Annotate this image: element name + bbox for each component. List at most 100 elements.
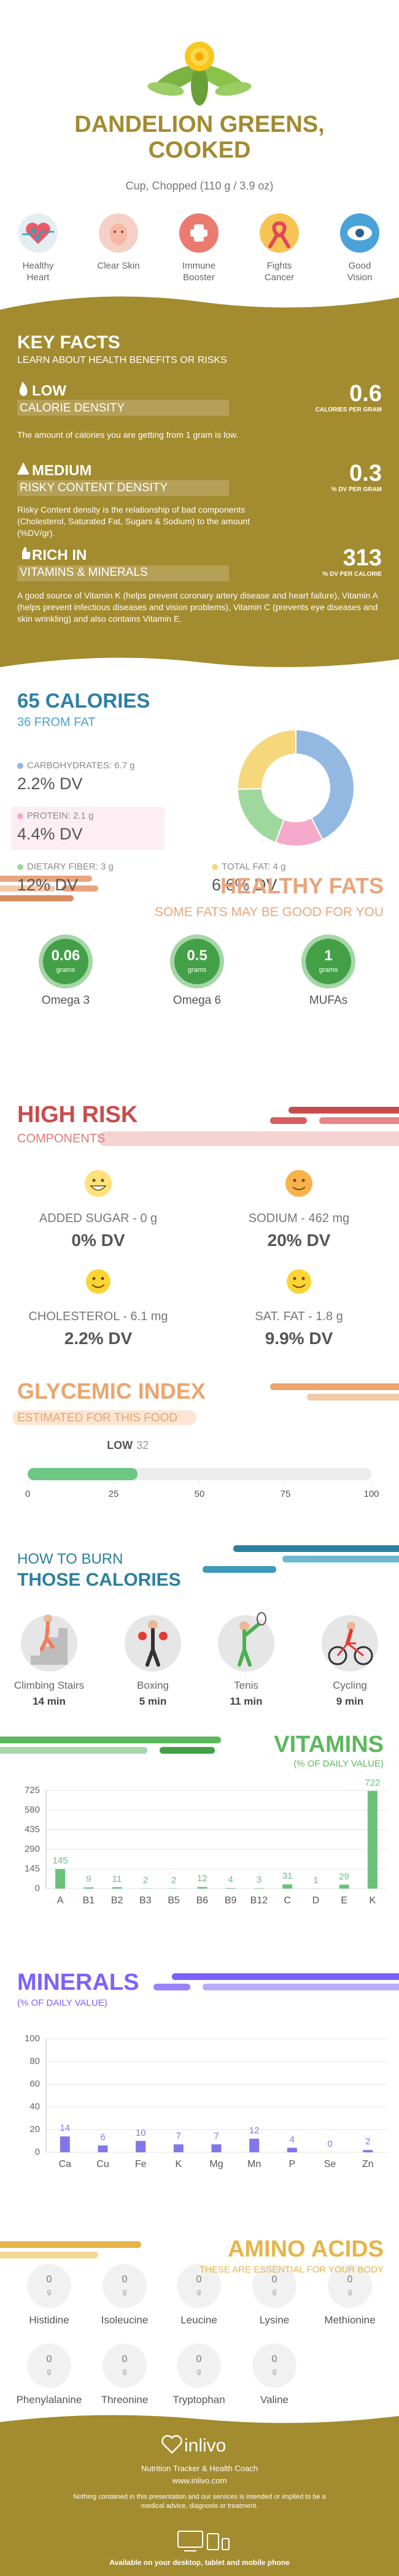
section-title: HIGH RISK [17, 1102, 138, 1128]
fact-value: 313 [343, 545, 382, 571]
risk-label: CHOLESTEROL - 6.1 mg [28, 1310, 168, 1323]
amino-name: Isoleucine [101, 2314, 149, 2326]
decor-stripes [12, 1383, 399, 1425]
y-tick-label: 725 [24, 1785, 40, 1795]
amino-name: Threonine [101, 2394, 149, 2406]
value-label: 2 [171, 1875, 177, 1886]
fat-unit: grams [56, 966, 76, 974]
glycemic-bar [28, 1468, 138, 1480]
value-label: 10 [135, 2127, 146, 2138]
x-tick-label: P [289, 2159, 296, 2169]
bar [112, 1887, 122, 1889]
serving-size: Cup, Chopped (110 g / 3.9 oz) [125, 180, 274, 192]
legend-dot [17, 864, 23, 870]
value-label: 6 [100, 2131, 106, 2142]
chart-subtitle: (% OF DAILY VALUE) [17, 1998, 107, 2008]
decor-stripes [0, 876, 98, 901]
dandelion-illustration [147, 42, 252, 105]
y-tick-label: 100 [24, 2033, 40, 2044]
amino-circle [177, 2344, 221, 2388]
amino-name: Valine [260, 2394, 289, 2406]
section-title: KEY FACTS [17, 332, 120, 353]
amino-name: Phenylalanine [16, 2394, 82, 2406]
key-fact-icons [17, 381, 31, 559]
bar [173, 2144, 184, 2152]
risk-dv: 20% DV [267, 1231, 331, 1250]
risk-dv: 9.9% DV [265, 1329, 333, 1348]
fact-text: A good source of Vitamin K (helps preven… [17, 590, 378, 624]
benefit-label: Fights Cancer [264, 261, 295, 283]
value-label: 31 [282, 1871, 293, 1882]
x-tick-label: 75 [280, 1489, 291, 1499]
device-icons [177, 2531, 230, 2551]
fact-value: 0.6 [349, 381, 382, 407]
section-subtitle: THESE ARE ESSENTIAL FOR YOUR BODY [199, 2265, 384, 2275]
x-tick-label: 100 [363, 1489, 379, 1499]
activity-name: Tenis [234, 1680, 258, 1691]
tagline: Nutrition Tracker & Health Coach [141, 2464, 258, 2473]
risk-smileys [85, 1170, 312, 1294]
fact-text: Risky Content density is the relationshi… [17, 505, 250, 538]
amino-circle [103, 2344, 147, 2388]
x-tick-label: K [369, 1895, 376, 1906]
fact-label: CALORIE DENSITY [20, 402, 125, 415]
chart-title: VITAMINS [274, 1732, 384, 1757]
key-fact-bands [17, 400, 229, 581]
bar [98, 2145, 108, 2152]
activity-time: 11 min [230, 1695, 263, 1707]
section-subtitle: SOME FATS MAY BE GOOD FOR YOU [154, 905, 384, 919]
bar [60, 2136, 70, 2152]
y-tick-label: 145 [24, 1863, 40, 1874]
fat-name: MUFAs [309, 994, 348, 1007]
chart-title: 65 CALORIES [17, 689, 150, 712]
x-tick-label: A [56, 1895, 64, 1906]
decor-stripes [98, 1107, 399, 1146]
fact-level: MEDIUM [32, 462, 92, 479]
value-label: 722 [365, 1777, 381, 1788]
section-subtitle: LEARN ABOUT HEALTH BENEFITS OR RISKS [17, 355, 227, 365]
x-tick-label: Mn [247, 2159, 261, 2169]
risk-dv: 2.2% DV [64, 1329, 133, 1348]
activity-time: 9 min [336, 1695, 364, 1707]
donut-segment [236, 788, 285, 844]
x-tick-label: B2 [110, 1895, 123, 1906]
bar [339, 1884, 349, 1889]
amino-unit: g [196, 2367, 201, 2375]
value-label: 145 [52, 1856, 68, 1866]
decor-stripes [0, 1737, 221, 1754]
y-tick-label: 0 [34, 1883, 40, 1894]
fact-level: RICH IN [32, 547, 87, 564]
amino-circle [252, 2264, 296, 2308]
bar [211, 2144, 222, 2152]
x-tick-label: Se [323, 2159, 336, 2169]
x-tick-label: B9 [224, 1895, 237, 1906]
bar [55, 1869, 66, 1889]
amino-value: 0 [46, 2274, 52, 2285]
value-label: 7 [214, 2131, 219, 2142]
amino-circle [27, 2264, 71, 2308]
fact-label: VITAMINS & MINERALS [20, 566, 148, 579]
fact-text: The amount of calories you are getting f… [17, 430, 239, 440]
y-tick-label: 20 [29, 2124, 40, 2135]
amino-unit: g [272, 2367, 277, 2375]
amino-name: Methionine [324, 2314, 376, 2326]
value-label: 14 [60, 2123, 71, 2134]
fact-unit: % DV PER CALORIE [322, 571, 382, 578]
decor-stripes [153, 1973, 399, 1990]
risk-dv: 0% DV [71, 1231, 125, 1250]
amino-value: 0 [122, 2354, 128, 2364]
activity-name: Boxing [137, 1680, 169, 1691]
fat-name: Omega 3 [41, 994, 90, 1007]
y-tick-label: 0 [34, 2147, 40, 2157]
x-tick-label: 50 [194, 1489, 205, 1499]
glycemic-label: LOW [107, 1439, 133, 1451]
amino-unit: g [47, 2367, 52, 2375]
chart-subtitle: ESTIMATED FOR THIS FOOD [17, 1412, 178, 1424]
chart-subtitle: (% OF DAILY VALUE) [293, 1759, 384, 1769]
footer-background [0, 2415, 399, 2576]
x-tick-label: C [284, 1895, 291, 1906]
risk-label: SODIUM - 462 mg [248, 1212, 350, 1225]
amino-circle [177, 2264, 221, 2308]
chart-title: GLYCEMIC INDEX [17, 1378, 206, 1404]
nutrient-label: TOTAL FAT: 4 g [222, 862, 286, 872]
